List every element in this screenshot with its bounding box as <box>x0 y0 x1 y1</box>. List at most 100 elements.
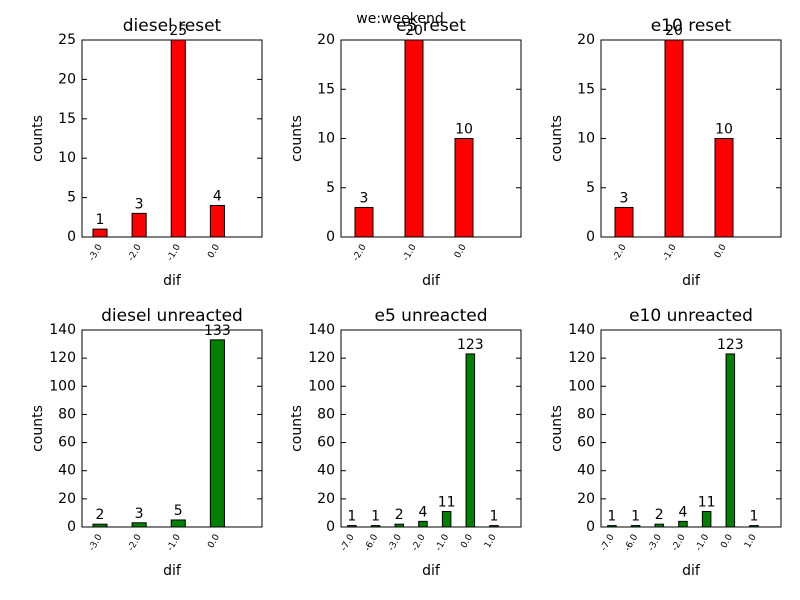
value-label: 1 <box>371 509 380 525</box>
value-label: 1 <box>631 509 640 525</box>
y-tick-label: 20 <box>577 491 595 507</box>
chart-title: e10 unreacted <box>629 306 753 326</box>
value-label: 1 <box>347 509 356 525</box>
y-tick-label: 10 <box>58 150 76 166</box>
y-tick-label: 100 <box>49 378 76 394</box>
value-label: 10 <box>715 122 733 138</box>
y-tick-label: 80 <box>58 406 76 422</box>
y-axis-label: counts <box>30 115 46 162</box>
y-tick-label: 60 <box>317 435 335 451</box>
bar <box>170 39 186 238</box>
y-tick-label: 120 <box>568 350 595 366</box>
y-tick-label: 20 <box>317 491 335 507</box>
y-tick-label: 80 <box>317 406 335 422</box>
x-axis-label: dif <box>682 273 701 289</box>
y-tick-label: 20 <box>317 32 335 48</box>
y-tick-label: 20 <box>58 491 76 507</box>
bar <box>714 138 734 238</box>
bar <box>725 353 736 528</box>
value-label: 1 <box>750 509 759 525</box>
y-axis-label: counts <box>289 405 305 452</box>
y-tick-label: 5 <box>67 190 76 206</box>
bar <box>404 39 424 238</box>
y-tick-label: 100 <box>568 378 595 394</box>
value-label: 3 <box>360 190 369 206</box>
value-label: 4 <box>678 504 687 520</box>
axes-frame <box>81 39 263 238</box>
value-label: 11 <box>698 495 716 511</box>
bar <box>209 339 225 528</box>
y-tick-label: 120 <box>308 350 335 366</box>
value-label: 1 <box>607 509 616 525</box>
bar <box>131 522 147 528</box>
value-label: 1 <box>96 212 105 228</box>
y-axis-label: counts <box>30 405 46 452</box>
bar <box>131 212 147 238</box>
y-tick-label: 60 <box>58 435 76 451</box>
y-axis-label: counts <box>549 115 565 162</box>
figure-title: we:weekend <box>356 11 443 27</box>
value-label: 2 <box>655 507 664 523</box>
axes-frame <box>340 39 522 238</box>
bar <box>465 353 476 528</box>
y-tick-label: 120 <box>49 350 76 366</box>
value-label: 2 <box>96 507 105 523</box>
chart-title: diesel unreacted <box>101 306 243 326</box>
value-label: 5 <box>174 503 183 519</box>
value-label: 4 <box>418 504 427 520</box>
y-tick-label: 140 <box>308 322 335 338</box>
bar <box>354 206 374 238</box>
y-tick-label: 15 <box>577 81 595 97</box>
bar <box>170 519 186 528</box>
y-axis-label: counts <box>289 115 305 162</box>
y-tick-label: 15 <box>58 111 76 127</box>
x-axis-label: dif <box>682 563 701 579</box>
y-tick-label: 0 <box>67 229 76 245</box>
y-tick-label: 15 <box>317 81 335 97</box>
y-tick-label: 20 <box>577 32 595 48</box>
y-tick-label: 5 <box>326 180 335 196</box>
y-tick-label: 80 <box>577 406 595 422</box>
x-axis-label: dif <box>163 563 182 579</box>
y-tick-label: 20 <box>58 71 76 87</box>
y-tick-label: 0 <box>586 229 595 245</box>
y-tick-label: 100 <box>308 378 335 394</box>
y-tick-label: 25 <box>58 32 76 48</box>
y-tick-label: 40 <box>58 463 76 479</box>
y-tick-label: 10 <box>317 131 335 147</box>
y-tick-label: 5 <box>586 180 595 196</box>
value-label: 3 <box>135 506 144 522</box>
y-tick-label: 140 <box>568 322 595 338</box>
value-label: 3 <box>135 196 144 212</box>
chart-title: e10 reset <box>651 16 732 36</box>
value-label: 123 <box>717 337 744 353</box>
bar <box>664 39 684 238</box>
y-tick-label: 40 <box>317 463 335 479</box>
value-label: 2 <box>395 507 404 523</box>
y-tick-label: 0 <box>326 519 335 535</box>
axes-frame <box>81 329 263 528</box>
value-label: 133 <box>204 323 231 339</box>
value-label: 3 <box>620 190 629 206</box>
value-label: 20 <box>665 23 683 39</box>
chart-title: diesel reset <box>123 16 222 36</box>
value-label: 20 <box>405 23 423 39</box>
x-axis-label: dif <box>422 273 441 289</box>
bar <box>418 520 428 528</box>
bar <box>454 138 474 238</box>
y-tick-label: 60 <box>577 435 595 451</box>
chart-title: e5 unreacted <box>375 306 488 326</box>
chart-title: e5 reset <box>396 16 466 36</box>
value-label: 4 <box>213 188 222 204</box>
bar <box>92 228 108 238</box>
y-tick-label: 0 <box>67 519 76 535</box>
axes-frame <box>600 39 782 238</box>
bar <box>209 204 225 238</box>
x-axis-label: dif <box>422 563 441 579</box>
y-tick-label: 40 <box>577 463 595 479</box>
y-axis-label: counts <box>549 405 565 452</box>
y-tick-label: 0 <box>586 519 595 535</box>
value-label: 25 <box>169 23 187 39</box>
